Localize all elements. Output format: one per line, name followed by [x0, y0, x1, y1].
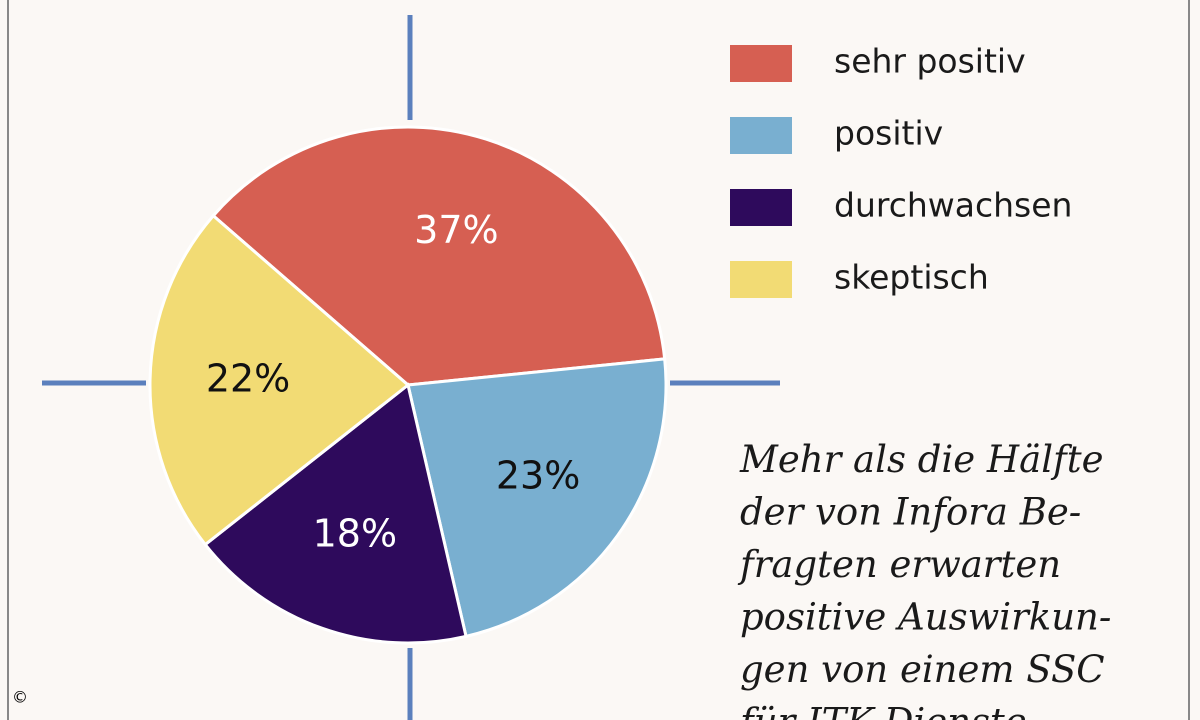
- annotation-line: positive Auswirkun-: [740, 596, 1111, 639]
- annotation-line: gen von einem SSC: [740, 648, 1105, 691]
- slice-label: 23%: [496, 454, 580, 498]
- pie-slice: [203, 382, 468, 645]
- legend-swatch: [730, 117, 792, 154]
- slice-label: 18%: [313, 511, 397, 555]
- legend-label: sehr positiv: [834, 42, 1026, 81]
- legend-swatch: [730, 261, 792, 298]
- legend-swatch: [730, 45, 792, 82]
- legend-label: skeptisch: [834, 258, 989, 297]
- slice-label: 37%: [414, 208, 498, 252]
- annotation-line: Mehr als die Hälfte: [739, 438, 1104, 481]
- annotation-line: für ITK-Dienste: [737, 701, 1027, 720]
- legend-swatch: [730, 189, 792, 226]
- pie-slice: [211, 125, 667, 387]
- legend-label: positiv: [834, 114, 943, 153]
- pie-slice: [406, 357, 668, 639]
- annotation-line: der von Infora Be-: [740, 491, 1081, 534]
- pie-slice: [148, 213, 411, 547]
- annotation-line: fragten erwarten: [737, 543, 1061, 586]
- copyright: ©: [12, 688, 28, 707]
- legend-label: durchwachsen: [834, 186, 1072, 225]
- crosshair: [42, 15, 780, 720]
- slice-label: 22%: [206, 357, 290, 401]
